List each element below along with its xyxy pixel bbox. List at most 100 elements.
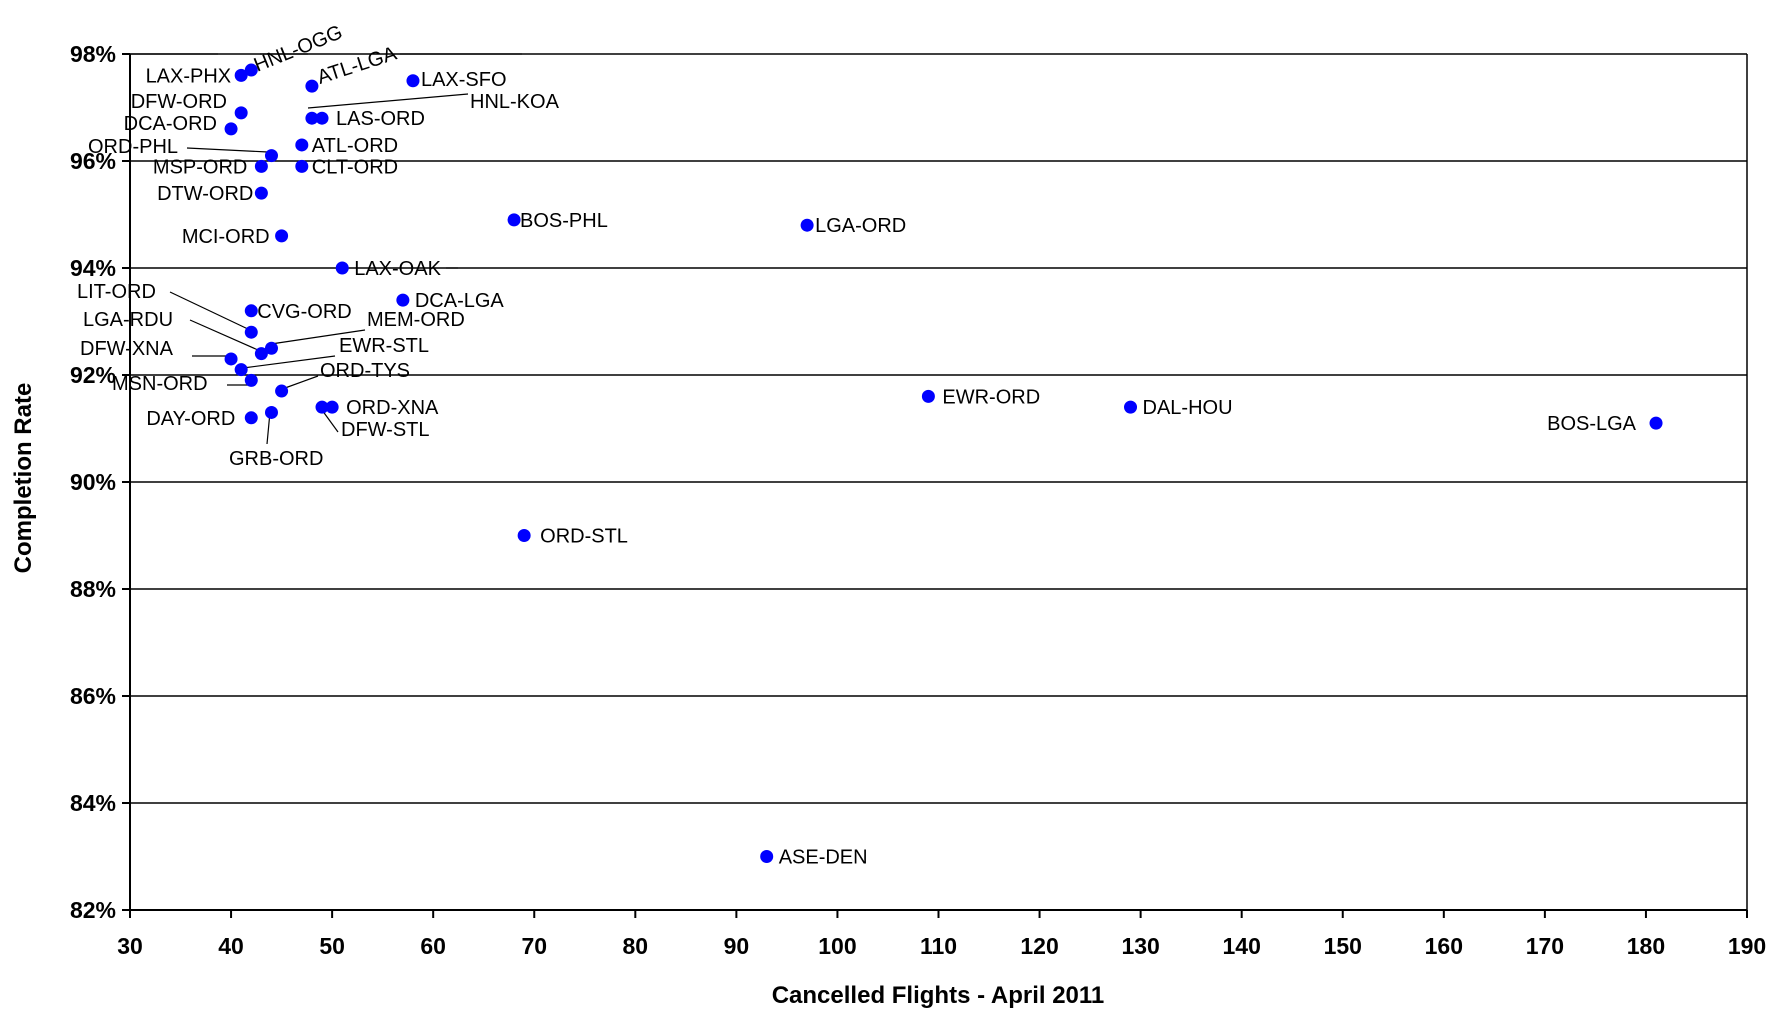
data-point-hnl-ogg [244, 63, 258, 77]
data-point-hnl-koa [305, 111, 319, 125]
data-point-mci-ord [275, 229, 289, 243]
label-leader-line [189, 319, 259, 351]
point-label-msp-ord: MSP-ORD [153, 156, 247, 178]
point-label-hnl-koa: HNL-KOA [470, 91, 560, 113]
label-leader-line [242, 355, 336, 369]
point-label-lax-oak: LAX-OAK [354, 258, 441, 280]
point-label-bos-phl: BOS-PHL [520, 210, 608, 232]
data-point-atl-lga [305, 79, 319, 93]
point-label-dca-lga: DCA-LGA [415, 290, 505, 312]
x-tick-label: 160 [1425, 933, 1463, 959]
data-point-dca-ord [224, 122, 238, 136]
data-point-bos-lga [1649, 416, 1663, 430]
point-label-dtw-ord: DTW-ORD [157, 183, 253, 205]
y-tick-label: 90% [70, 469, 116, 495]
x-tick-label: 60 [420, 933, 446, 959]
y-tick-label: 84% [70, 790, 116, 816]
data-point-grb-ord [264, 405, 278, 419]
point-label-atl-ord: ATL-ORD [312, 135, 398, 157]
x-tick-label: 170 [1526, 933, 1564, 959]
data-point-ewr-stl [234, 363, 248, 377]
point-label-ewr-stl: EWR-STL [339, 335, 429, 357]
data-point-las-ord [315, 111, 329, 125]
label-leader-line [321, 409, 339, 433]
data-point-day-ord [244, 411, 258, 425]
x-tick-label: 140 [1223, 933, 1261, 959]
data-point-mem-ord [264, 341, 278, 355]
x-tick-label: 70 [521, 933, 547, 959]
point-label-day-ord: DAY-ORD [146, 408, 235, 430]
x-tick-label: 80 [623, 933, 649, 959]
x-tick-label: 90 [724, 933, 750, 959]
point-label-clt-ord: CLT-ORD [312, 156, 398, 178]
point-label-dca-ord: DCA-ORD [124, 113, 217, 135]
data-point-ord-phl [264, 149, 278, 163]
point-label-atl-lga: ATL-LGA [315, 42, 400, 88]
x-tick-label: 40 [218, 933, 244, 959]
point-label-lga-ord: LGA-ORD [815, 215, 906, 237]
point-label-ord-tys: ORD-TYS [320, 360, 410, 382]
point-label-ewr-ord: EWR-ORD [942, 386, 1040, 408]
data-point-cvg-ord [244, 304, 258, 318]
y-tick-label: 98% [70, 41, 116, 67]
label-leader-line [284, 375, 319, 389]
point-label-lax-sfo: LAX-SFO [421, 69, 507, 91]
point-label-cvg-ord: CVG-ORD [257, 301, 351, 323]
data-point-lax-oak [335, 261, 349, 275]
data-point-lax-sfo [406, 74, 420, 88]
data-point-dca-lga [396, 293, 410, 307]
data-point-ord-stl [517, 529, 531, 542]
x-tick-label: 180 [1627, 933, 1665, 959]
data-point-lit-ord [244, 325, 258, 339]
point-label-ase-den: ASE-DEN [779, 847, 868, 869]
label-leader-line [270, 329, 366, 345]
point-label-lga-rdu: LGA-RDU [83, 309, 173, 331]
point-label-lit-ord: LIT-ORD [77, 281, 156, 303]
y-tick-label: 94% [70, 255, 116, 281]
data-point-dfw-ord [234, 106, 248, 120]
x-tick-label: 110 [920, 933, 957, 959]
data-point-clt-ord [295, 159, 309, 173]
x-axis-title: Cancelled Flights - April 2011 [772, 982, 1105, 1009]
data-point-ase-den [760, 850, 774, 863]
data-point-dtw-ord [254, 186, 268, 200]
data-point-dfw-stl [315, 400, 329, 414]
data-point-dfw-xna [224, 352, 238, 366]
data-point-ord-xna [325, 400, 339, 414]
tick-labels: 82% 84% 86% 88% 90% 92% 94% 96% 98% 30 40 50 60 70 80 9… [70, 41, 1766, 959]
grid-lines [130, 53, 1747, 804]
x-tick-label: 50 [319, 933, 345, 959]
x-tick-label: 150 [1324, 933, 1362, 959]
data-point-ord-tys [275, 384, 289, 398]
data-point-ewr-ord [921, 389, 935, 403]
data-point-msn-ord [244, 373, 258, 387]
data-point-dal-hou [1124, 400, 1138, 414]
x-tick-label: 190 [1728, 933, 1766, 959]
label-leader-lines [124, 53, 522, 445]
point-label-ord-stl: ORD-STL [540, 526, 628, 548]
y-tick-label: 96% [70, 148, 116, 174]
x-tick-label: 130 [1121, 933, 1159, 959]
point-label-bos-lga: BOS-LGA [1547, 413, 1637, 435]
point-label-lax-phx: LAX-PHX [146, 65, 232, 87]
data-point-bos-phl [507, 213, 521, 227]
axes [122, 53, 1748, 918]
point-label-las-ord: LAS-ORD [336, 108, 425, 130]
y-axis-title: Completion Rate [10, 383, 37, 574]
label-leader-line [307, 93, 469, 109]
point-label-dfw-ord: DFW-ORD [131, 91, 227, 113]
label-leader-line [186, 147, 269, 153]
point-label-mci-ord: MCI-ORD [182, 226, 270, 248]
y-tick-label: 86% [70, 683, 116, 709]
x-tick-label: 30 [117, 933, 143, 959]
point-label-grb-ord: GRB-ORD [229, 448, 323, 470]
point-label-msn-ord: MSN-ORD [112, 373, 208, 395]
point-label-mem-ord: MEM-ORD [367, 309, 465, 331]
data-point-lax-phx [234, 68, 248, 82]
data-point-msp-ord [254, 159, 268, 173]
y-tick-label: 82% [70, 897, 116, 923]
point-label-dal-hou: DAL-HOU [1143, 397, 1233, 419]
